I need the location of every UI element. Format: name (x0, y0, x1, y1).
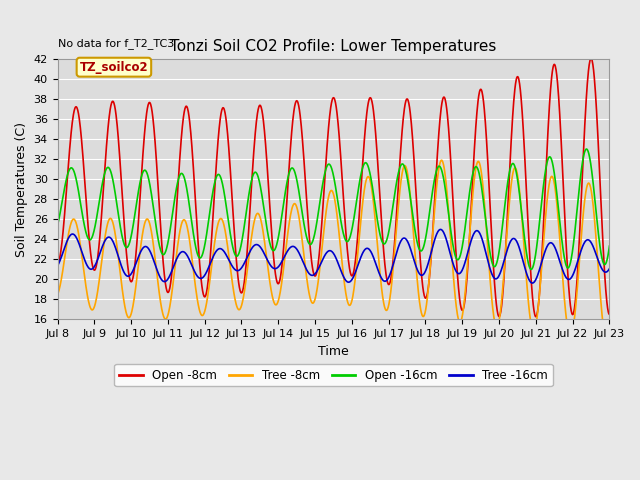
Open -16cm (97, 193, 104, 199)
Open -8cm (368, 97, 376, 103)
Open -8cm (309, 268, 317, 274)
Line: Open -8cm: Open -8cm (58, 59, 609, 317)
Tree -16cm (54, 263, 61, 269)
Legend: Open -8cm, Tree -8cm, Open -16cm, Tree -16cm: Open -8cm, Tree -8cm, Open -16cm, Tree -… (115, 364, 553, 386)
Tree -8cm (54, 292, 61, 298)
Tree -8cm (438, 157, 445, 163)
Open -16cm (605, 243, 613, 249)
Open -16cm (583, 146, 591, 152)
Tree -16cm (300, 259, 307, 265)
Text: No data for f_T2_TC3: No data for f_T2_TC3 (58, 38, 174, 49)
Tree -16cm (288, 244, 296, 250)
Tree -8cm (300, 245, 307, 251)
Open -8cm (532, 314, 540, 320)
Tree -8cm (368, 185, 376, 191)
Line: Open -16cm: Open -16cm (58, 149, 609, 269)
Open -16cm (54, 222, 61, 228)
Tree -8cm (288, 206, 296, 212)
Tree -8cm (604, 341, 611, 347)
Open -16cm (288, 165, 296, 171)
Tree -8cm (309, 300, 317, 306)
Tree -16cm (436, 227, 444, 232)
X-axis label: Time: Time (318, 345, 349, 358)
Open -8cm (288, 129, 296, 135)
Line: Tree -16cm: Tree -16cm (58, 229, 609, 283)
Tree -16cm (309, 272, 317, 278)
Tree -8cm (97, 270, 104, 276)
Tree -16cm (97, 250, 104, 255)
Text: TZ_soilco2: TZ_soilco2 (79, 60, 148, 74)
Open -8cm (605, 312, 613, 317)
Title: Tonzi Soil CO2 Profile: Lower Temperatures: Tonzi Soil CO2 Profile: Lower Temperatur… (170, 38, 497, 54)
Line: Tree -8cm: Tree -8cm (58, 160, 609, 344)
Open -8cm (119, 199, 127, 204)
Open -8cm (54, 260, 61, 265)
Open -16cm (527, 266, 535, 272)
Open -16cm (368, 179, 376, 185)
Tree -8cm (605, 335, 613, 341)
Open -8cm (97, 229, 104, 235)
Tree -16cm (605, 266, 613, 272)
Tree -16cm (368, 250, 376, 256)
Open -8cm (587, 56, 595, 61)
Open -16cm (300, 216, 307, 222)
Open -16cm (309, 237, 317, 243)
Open -8cm (300, 145, 307, 151)
Tree -8cm (119, 290, 127, 296)
Tree -16cm (529, 280, 536, 286)
Open -16cm (119, 236, 127, 242)
Y-axis label: Soil Temperatures (C): Soil Temperatures (C) (15, 122, 28, 257)
Tree -16cm (119, 266, 127, 272)
